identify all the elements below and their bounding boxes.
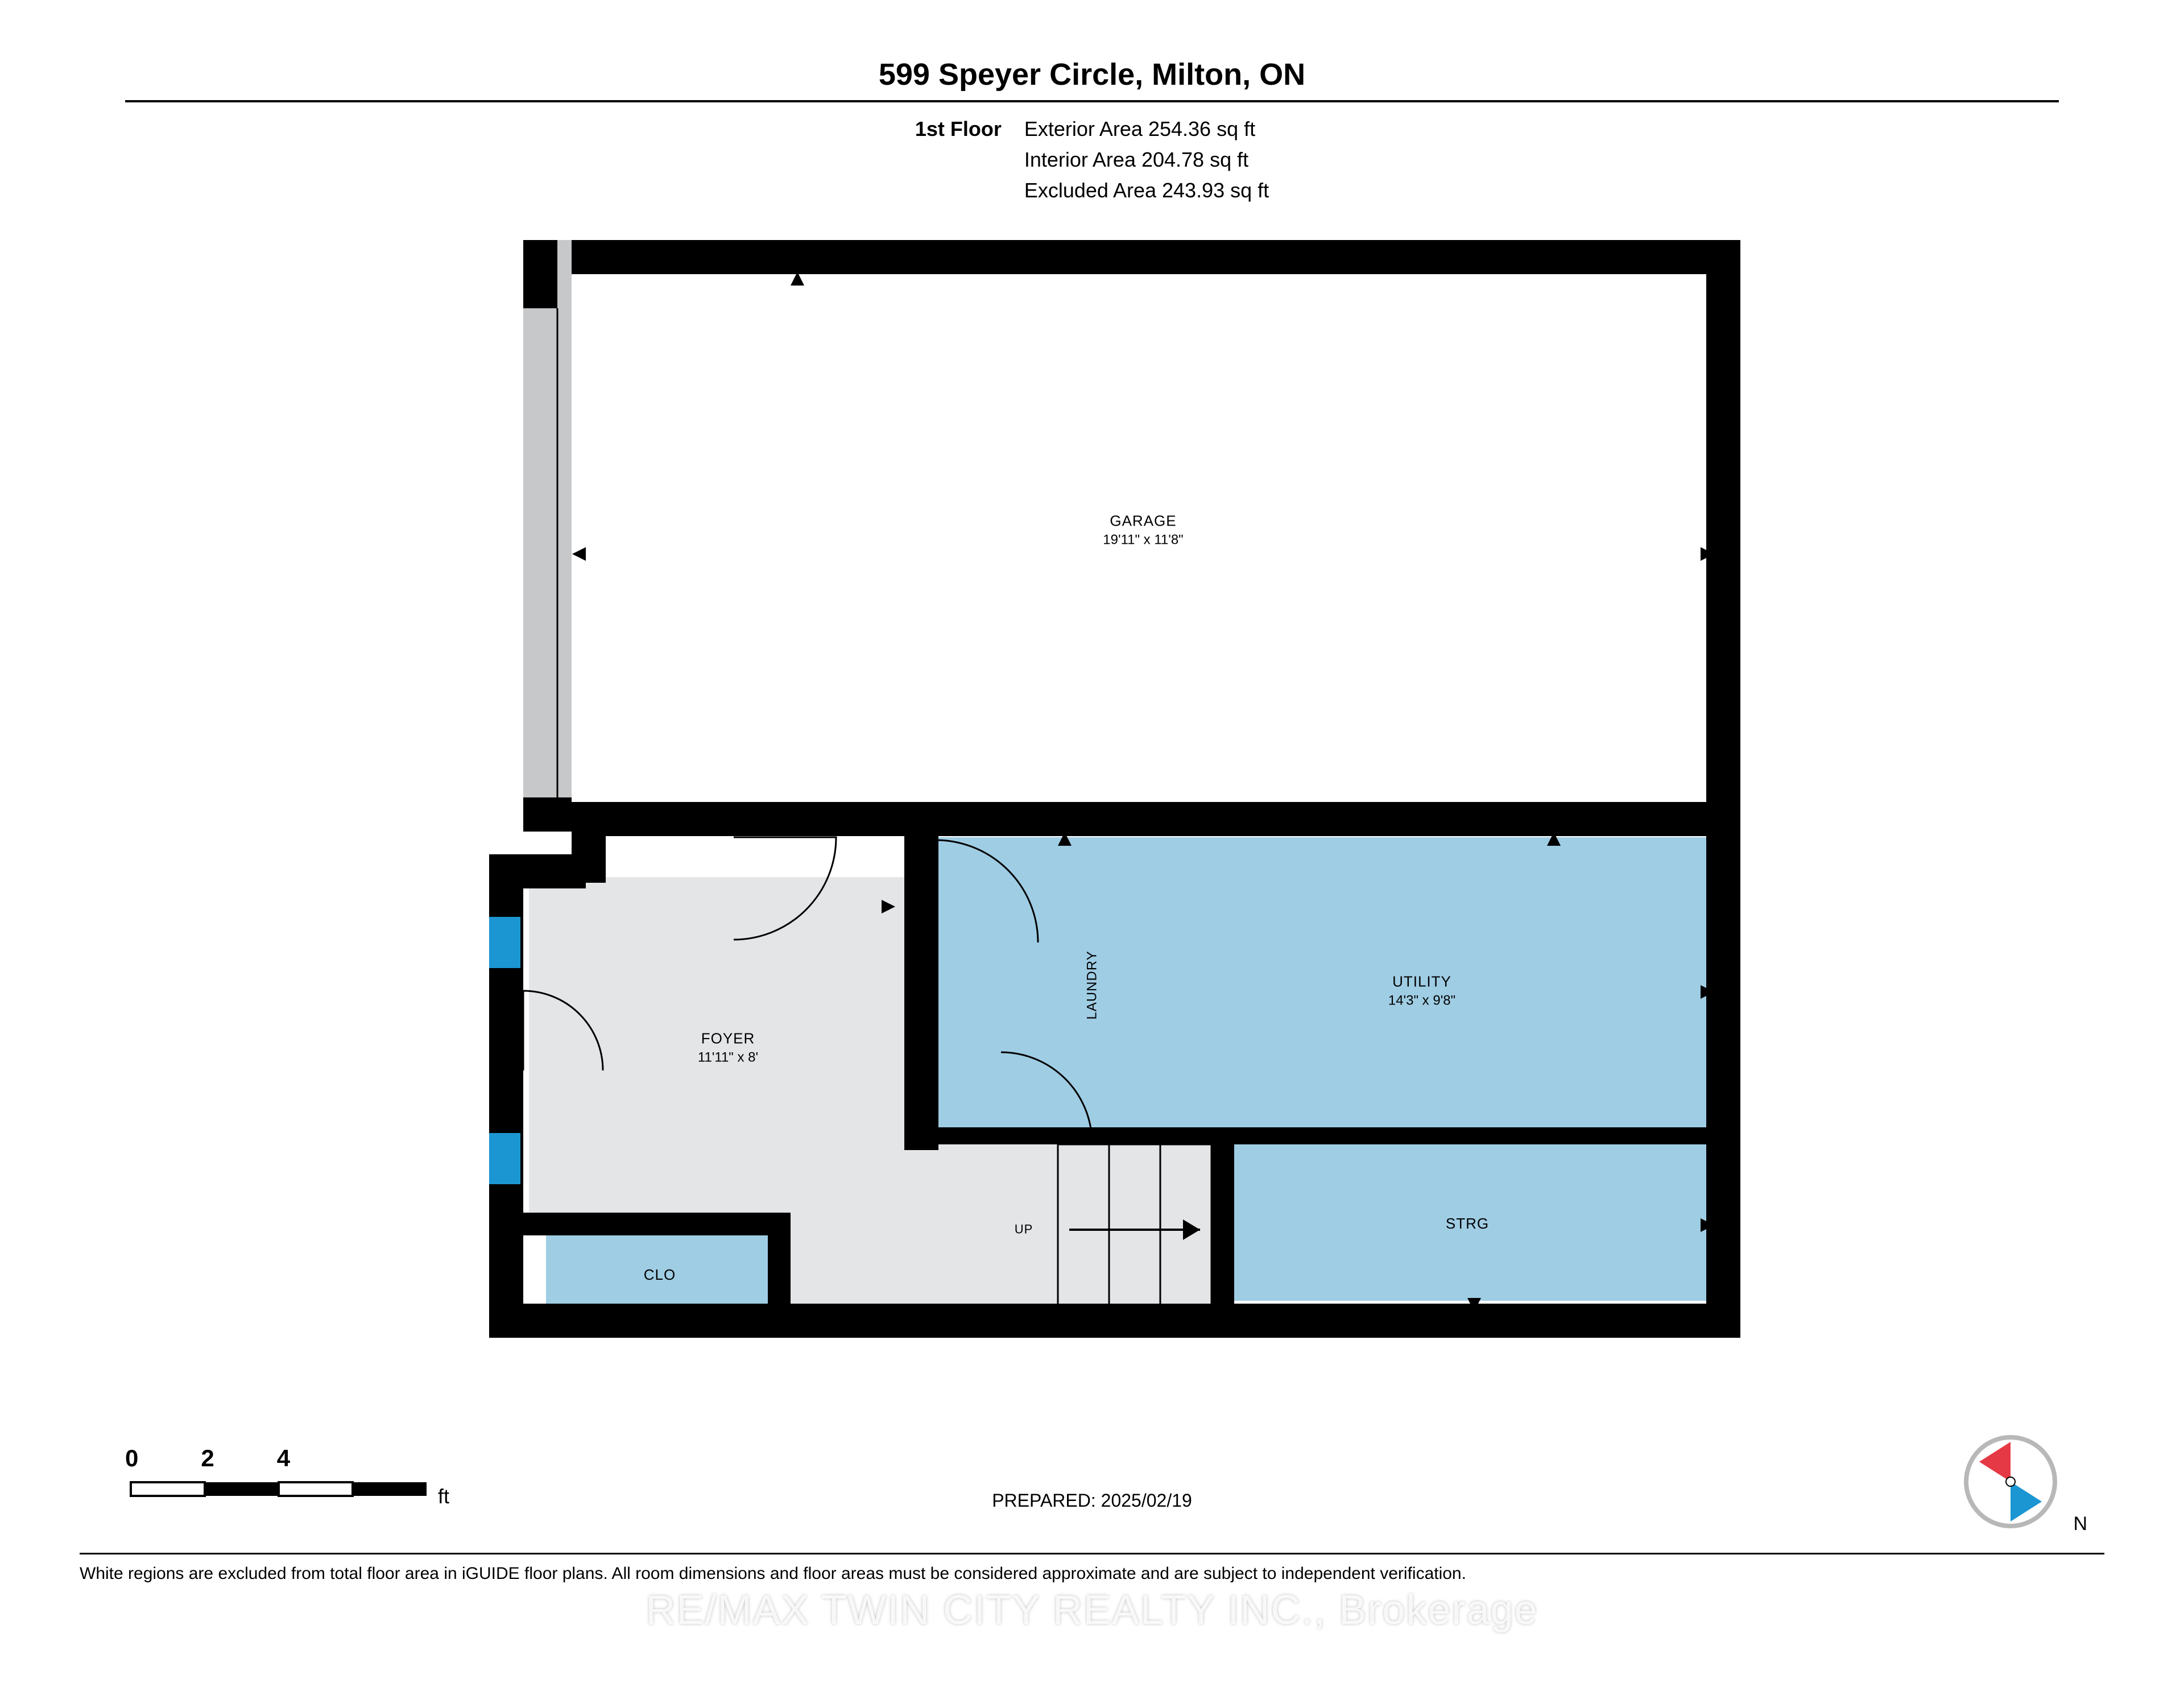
utility-fill bbox=[921, 837, 1718, 1136]
up-label: UP bbox=[1015, 1222, 1033, 1238]
area-list: Exterior Area 254.36 sq ft Interior Area… bbox=[1024, 114, 1269, 206]
foyer-name: FOYER bbox=[698, 1029, 758, 1049]
floor-plan: GARAGE 19'11" x 11'8" FOYER 11'11" x 8' … bbox=[125, 229, 2059, 1338]
utility-label: UTILITY 14'3" x 9'8" bbox=[1388, 973, 1455, 1010]
window-1 bbox=[489, 917, 520, 968]
foyer-label: FOYER 11'11" x 8' bbox=[698, 1029, 758, 1066]
foyer-fill-3 bbox=[921, 1136, 1228, 1227]
scale-0: 0 bbox=[125, 1445, 138, 1472]
scale-4: 4 bbox=[277, 1445, 290, 1472]
garage-dims: 19'11" x 11'8" bbox=[1103, 531, 1183, 548]
exterior-area: Exterior Area 254.36 sq ft bbox=[1024, 114, 1269, 144]
compass-n-label: N bbox=[2073, 1513, 2087, 1535]
laundry-label: LAUNDRY bbox=[1083, 950, 1101, 1019]
utility-dims: 14'3" x 9'8" bbox=[1388, 991, 1455, 1009]
floor-meta: 1st Floor Exterior Area 254.36 sq ft Int… bbox=[125, 114, 2059, 206]
garage-label: GARAGE 19'11" x 11'8" bbox=[1103, 512, 1183, 549]
utility-name: UTILITY bbox=[1388, 973, 1455, 992]
clo-label: CLO bbox=[644, 1266, 676, 1285]
garage-name: GARAGE bbox=[1103, 512, 1183, 531]
strg-label: STRG bbox=[1446, 1214, 1489, 1234]
scale-2: 2 bbox=[201, 1445, 214, 1472]
floor-plan-svg bbox=[125, 229, 2059, 1338]
disclaimer-text: White regions are excluded from total fl… bbox=[80, 1564, 1466, 1583]
strg-name: STRG bbox=[1446, 1214, 1489, 1234]
floor-label: 1st Floor bbox=[915, 114, 1002, 206]
interior-area: Interior Area 204.78 sq ft bbox=[1024, 144, 1269, 175]
excluded-area: Excluded Area 243.93 sq ft bbox=[1024, 175, 1269, 206]
scale-numbers: 0 2 4 bbox=[125, 1445, 432, 1472]
up-name: UP bbox=[1015, 1222, 1033, 1238]
clo-name: CLO bbox=[644, 1266, 676, 1285]
bottom-rule bbox=[80, 1553, 2104, 1554]
prepared-date: PREPARED: 2025/02/19 bbox=[0, 1490, 2184, 1511]
page-title: 599 Speyer Circle, Milton, ON bbox=[125, 57, 2059, 92]
laundry-name: LAUNDRY bbox=[1083, 950, 1101, 1019]
foyer-dims: 11'11" x 8' bbox=[698, 1048, 758, 1066]
watermark-text: RE/MAX TWIN CITY REALTY INC., Brokerage bbox=[0, 1587, 2184, 1634]
title-rule bbox=[125, 100, 2059, 102]
window-2 bbox=[489, 1133, 520, 1184]
compass-icon bbox=[1962, 1433, 2059, 1533]
